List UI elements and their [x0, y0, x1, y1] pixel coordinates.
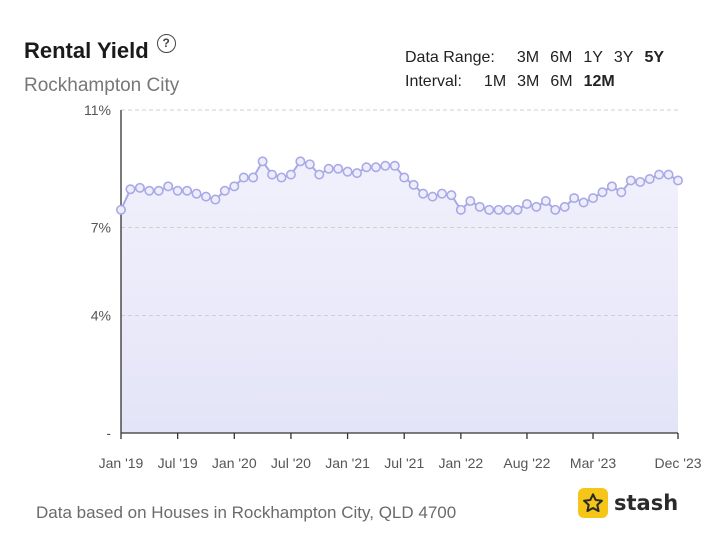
- data-point: [578, 197, 589, 208]
- data-point: [238, 172, 249, 183]
- data-point: [153, 185, 164, 196]
- data-point: [144, 185, 155, 196]
- interval-row: Interval: 1M 3M 6M 12M: [405, 70, 664, 94]
- data-point: [625, 175, 636, 186]
- data-point: [597, 187, 608, 198]
- data-range-label: Data Range:: [405, 49, 495, 66]
- data-point: [219, 185, 230, 196]
- data-point: [248, 172, 259, 183]
- data-range-3y[interactable]: 3Y: [613, 49, 634, 66]
- data-range-1y[interactable]: 1Y: [583, 49, 603, 66]
- interval-6m[interactable]: 6M: [550, 73, 573, 90]
- data-point: [484, 204, 495, 215]
- data-point: [512, 204, 523, 215]
- chart-title-text: Rental Yield: [24, 38, 149, 63]
- data-point: [418, 188, 429, 199]
- data-range-6m[interactable]: 6M: [550, 49, 573, 66]
- data-point: [503, 204, 514, 215]
- data-point: [427, 191, 438, 202]
- rental-yield-chart: 11% 7% 4% - Jan '19 Jul '19 Jan '20 Jul '20 Jan …: [84, 102, 702, 471]
- x-tick-label: Jul '21: [384, 455, 424, 471]
- x-tick-label: Jan '20: [212, 455, 257, 471]
- data-point: [606, 181, 617, 192]
- data-point: [550, 204, 561, 215]
- data-point: [276, 172, 287, 183]
- data-point: [389, 160, 400, 171]
- data-range-3m[interactable]: 3M: [516, 49, 540, 66]
- data-point: [210, 194, 221, 205]
- data-point: [408, 179, 419, 190]
- data-point: [588, 193, 599, 204]
- data-point: [116, 204, 127, 215]
- data-point: [672, 175, 683, 186]
- x-tick-label: Mar '23: [570, 455, 616, 471]
- data-point: [229, 181, 240, 192]
- data-point: [569, 193, 580, 204]
- data-point: [352, 168, 363, 179]
- x-tick-label: Jul '20: [271, 455, 311, 471]
- interval-3m[interactable]: 3M: [517, 73, 540, 90]
- data-point: [521, 198, 532, 209]
- y-tick-label: 4%: [91, 308, 111, 324]
- data-point: [531, 201, 542, 212]
- data-point: [125, 184, 136, 195]
- data-point: [257, 156, 268, 167]
- data-point: [191, 188, 202, 199]
- y-tick-label: -: [106, 425, 111, 441]
- y-tick-label: 11%: [84, 102, 111, 118]
- data-point: [314, 169, 325, 180]
- data-point: [540, 196, 551, 207]
- chart-subtitle: Rockhampton City: [24, 75, 180, 96]
- data-point: [333, 163, 344, 174]
- data-point: [361, 162, 372, 173]
- data-point: [663, 169, 674, 180]
- chart-title: Rental Yield ?: [24, 33, 176, 64]
- x-tick-label: Jan '19: [99, 455, 144, 471]
- data-point: [323, 163, 334, 174]
- interval-label: Interval:: [405, 73, 462, 90]
- brand-name: stash: [614, 491, 679, 515]
- data-point: [446, 190, 457, 201]
- star-icon: [578, 488, 608, 518]
- data-source-note: Data based on Houses in Rockhampton City…: [36, 503, 457, 522]
- y-tick-label: 7%: [91, 219, 111, 235]
- data-point: [267, 169, 278, 180]
- data-point: [644, 174, 655, 185]
- data-point: [163, 181, 174, 192]
- data-point: [342, 166, 353, 177]
- data-point: [436, 188, 447, 199]
- data-range-5y[interactable]: 5Y: [644, 49, 665, 66]
- data-point: [200, 191, 211, 202]
- data-point: [654, 169, 665, 180]
- data-point: [172, 185, 183, 196]
- area-fill: [121, 161, 678, 434]
- x-tick-label: Aug '22: [503, 455, 550, 471]
- data-point: [399, 172, 410, 183]
- data-point: [304, 159, 315, 170]
- data-point: [465, 196, 476, 207]
- data-range-row: Data Range: 3M 6M 1Y 3Y 5Y: [405, 46, 664, 70]
- x-tick-label: Jul '19: [158, 455, 198, 471]
- x-tick-label: Jan '21: [325, 455, 370, 471]
- data-point: [370, 162, 381, 173]
- data-point: [295, 156, 306, 167]
- x-tick-label: Jan '22: [439, 455, 484, 471]
- interval-12m[interactable]: 12M: [583, 73, 615, 90]
- data-point: [380, 160, 391, 171]
- chart-controls: Data Range: 3M 6M 1Y 3Y 5Y Interval: 1M …: [405, 46, 664, 94]
- brand-logo: stash: [578, 488, 678, 518]
- help-icon[interactable]: ?: [156, 33, 176, 53]
- data-point: [493, 204, 504, 215]
- data-point: [474, 201, 485, 212]
- data-point: [559, 201, 570, 212]
- data-point: [616, 187, 627, 198]
- data-point: [285, 169, 296, 180]
- data-point: [635, 176, 646, 187]
- data-point: [134, 182, 145, 193]
- x-tick-label: Dec '23: [654, 455, 701, 471]
- data-point: [455, 204, 466, 215]
- interval-1m[interactable]: 1M: [483, 73, 507, 90]
- data-point: [182, 185, 193, 196]
